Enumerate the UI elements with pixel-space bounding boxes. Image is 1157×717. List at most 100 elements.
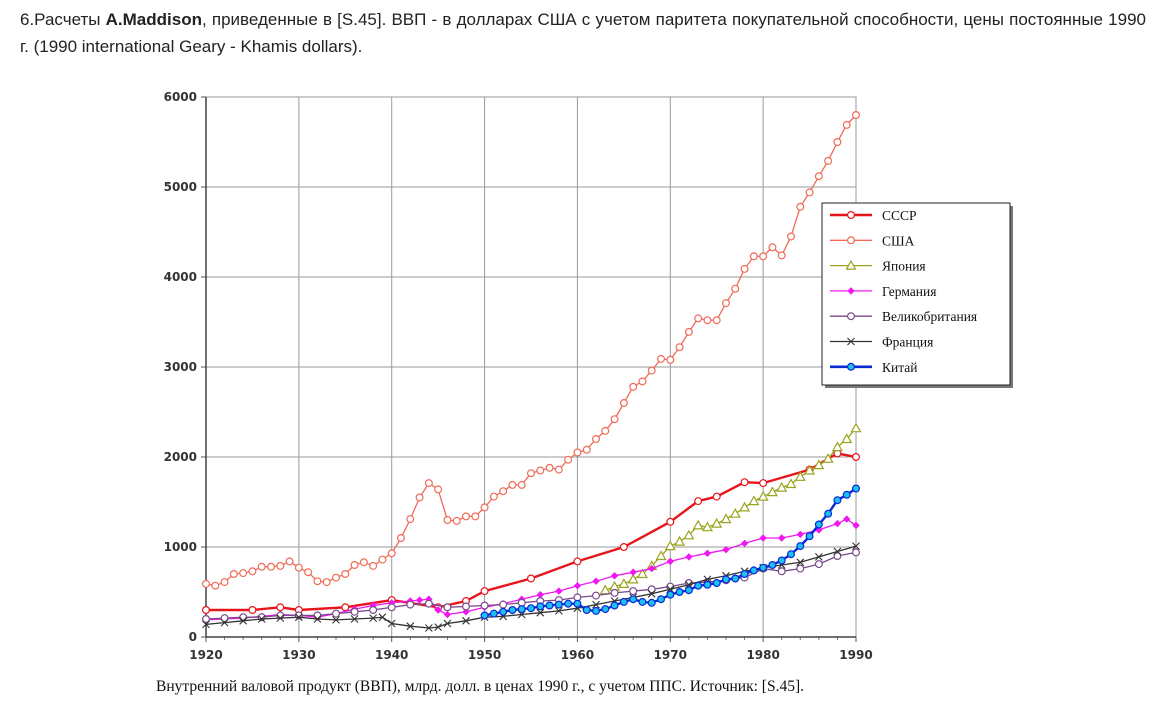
data-point <box>555 587 563 595</box>
data-point <box>592 435 601 444</box>
data-point <box>777 567 786 576</box>
data-point <box>833 519 842 528</box>
x-tick-label: 1940 <box>375 648 408 662</box>
data-point <box>666 590 675 599</box>
x-tick-label: 1980 <box>746 648 779 662</box>
legend-swatch-marker <box>846 362 855 371</box>
data-point <box>647 589 656 598</box>
data-point <box>777 251 786 260</box>
data-point <box>638 597 647 606</box>
x-tick-label: 1970 <box>654 648 687 662</box>
data-point <box>201 614 210 623</box>
series-6 <box>480 484 860 620</box>
legend-swatch-marker <box>845 259 857 270</box>
data-point <box>332 616 340 624</box>
data-point <box>294 613 303 622</box>
data-point <box>201 579 210 588</box>
data-point <box>766 486 778 497</box>
legend-swatch-marker <box>846 211 855 220</box>
data-point <box>424 479 433 488</box>
legend-label: Великобритания <box>882 309 977 324</box>
data-point <box>211 581 220 590</box>
data-point <box>822 453 834 463</box>
x-tick-label: 1950 <box>468 648 501 662</box>
data-point <box>387 603 396 612</box>
data-point <box>462 602 471 611</box>
data-point <box>378 555 387 564</box>
data-point <box>805 532 814 541</box>
data-point <box>480 587 489 596</box>
data-point <box>794 471 806 481</box>
data-point <box>851 484 860 493</box>
data-point <box>629 595 638 604</box>
data-point <box>833 552 842 561</box>
data-point <box>740 539 749 548</box>
data-point <box>434 485 443 494</box>
data-point <box>833 137 842 146</box>
data-point <box>683 529 695 540</box>
data-point <box>350 615 359 623</box>
legend-swatch-marker <box>846 236 855 245</box>
data-point <box>759 563 768 572</box>
data-point <box>387 549 396 558</box>
data-point <box>508 480 517 489</box>
legend-label: Франция <box>882 335 933 350</box>
x-tick-label: 1920 <box>189 648 222 662</box>
data-point <box>508 605 517 614</box>
data-point <box>239 613 248 622</box>
data-point <box>692 519 704 530</box>
y-tick-label: 4000 <box>164 270 197 284</box>
data-point <box>833 547 842 556</box>
data-point <box>666 517 675 526</box>
data-point <box>573 557 582 566</box>
data-point <box>619 597 628 606</box>
data-point <box>220 614 229 623</box>
data-point <box>731 284 740 293</box>
data-point <box>554 600 563 609</box>
data-point <box>341 603 350 612</box>
data-point <box>582 445 591 454</box>
data-point <box>712 579 721 588</box>
data-point <box>239 569 248 578</box>
intro-paragraph: 6.Расчеты A.Maddison, приведенные в [S.4… <box>20 6 1146 60</box>
data-point <box>462 512 471 521</box>
data-point <box>406 622 415 631</box>
data-point <box>564 599 573 608</box>
data-point <box>229 570 238 579</box>
y-tick-label: 2000 <box>164 450 197 464</box>
legend-swatch-marker <box>847 287 855 295</box>
legend-label: СССР <box>882 208 917 223</box>
data-point <box>655 550 667 561</box>
data-point <box>387 619 396 628</box>
x-tick-label: 1960 <box>561 648 594 662</box>
data-point <box>768 561 777 570</box>
data-point <box>313 577 322 586</box>
data-point <box>776 481 788 492</box>
data-point <box>406 600 415 609</box>
legend-box <box>821 202 1011 386</box>
data-point <box>629 587 638 596</box>
data-point <box>843 515 851 523</box>
data-point <box>851 111 860 120</box>
data-point <box>842 490 851 499</box>
legend-label: Япония <box>882 259 926 274</box>
data-point <box>313 615 322 623</box>
data-point <box>573 448 582 457</box>
data-point <box>850 422 862 433</box>
data-point <box>424 624 433 632</box>
data-point <box>554 607 563 615</box>
data-point <box>517 605 526 614</box>
data-point <box>601 605 610 614</box>
data-point <box>648 564 656 573</box>
data-point <box>248 567 257 576</box>
data-point <box>749 566 758 575</box>
data-point <box>852 521 860 530</box>
data-point <box>824 509 833 518</box>
y-tick-label: 3000 <box>164 360 197 374</box>
data-point <box>796 542 805 551</box>
data-point <box>220 578 229 587</box>
data-point <box>369 561 378 570</box>
y-tick-label: 0 <box>189 630 197 644</box>
data-point <box>814 172 823 181</box>
data-point <box>721 575 730 584</box>
